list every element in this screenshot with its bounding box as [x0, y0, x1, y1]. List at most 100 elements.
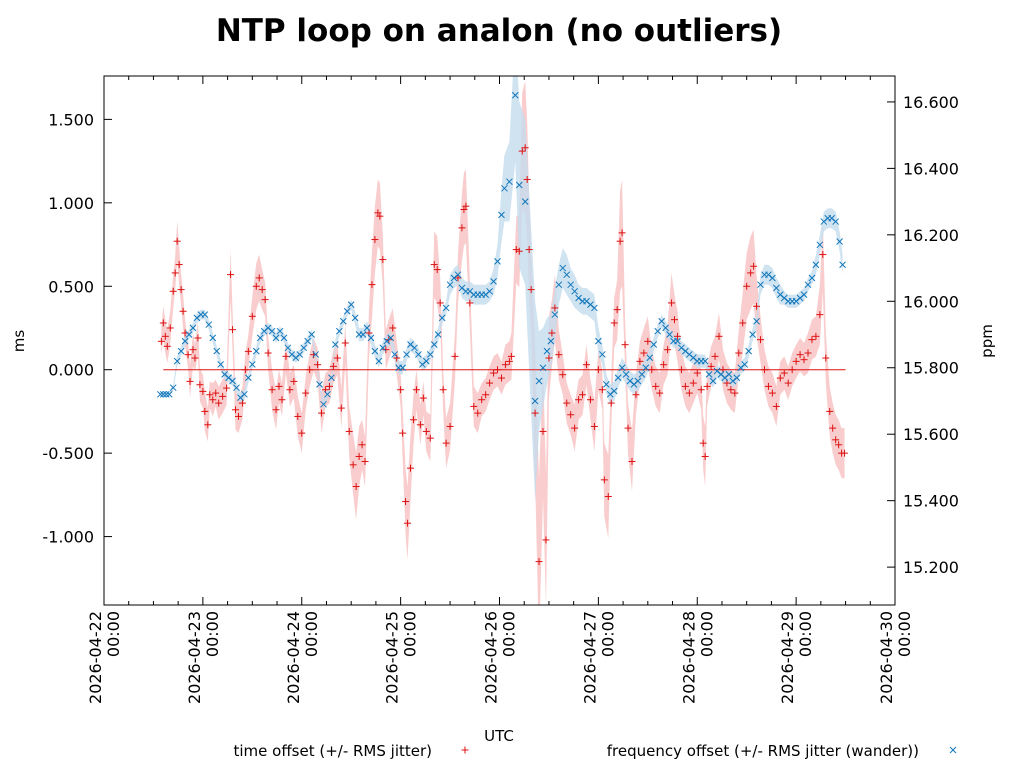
frequency-offset-point [157, 390, 164, 398]
frequency-offset-point [674, 337, 681, 345]
time-offset-point [497, 374, 505, 382]
x-tick-label: 2026-04-30 00:00 [877, 611, 914, 704]
time-offset-point [618, 229, 626, 237]
frequency-offset-point [159, 390, 167, 398]
time-offset-point [194, 334, 202, 342]
time-offset-point [393, 354, 401, 362]
time-offset-point [412, 386, 420, 394]
frequency-offset-point [646, 354, 654, 362]
frequency-offset-point [442, 304, 450, 312]
frequency-offset-point [490, 277, 497, 285]
x-tick-label: 2026-04-23 00:00 [185, 611, 222, 704]
time-offset-point [232, 406, 240, 414]
frequency-offset-point [598, 351, 606, 358]
time-offset-point [575, 396, 583, 404]
frequency-offset-point [709, 377, 717, 385]
y-tick-label: 1.000 [48, 194, 94, 213]
frequency-offset-point [658, 317, 666, 325]
frequency-offset-point [351, 314, 359, 322]
time-offset-point [204, 421, 212, 429]
svg-text:00:00: 00:00 [104, 611, 123, 657]
time-offset-point [409, 416, 417, 424]
time-offset-point [673, 332, 681, 340]
svg-text:00:00: 00:00 [598, 611, 617, 657]
time-offset-point [478, 396, 486, 404]
x-axis-label: UTC [484, 727, 514, 745]
time-offset-point [171, 269, 179, 277]
frequency-offset-point [213, 347, 221, 355]
time-offset-point [579, 391, 587, 399]
frequency-offset-point [547, 337, 555, 345]
frequency-offset-point [539, 364, 547, 372]
frequency-offset-point [181, 337, 189, 345]
time-offset-point [382, 346, 390, 354]
time-offset-point [234, 412, 242, 420]
time-offset-point [594, 366, 602, 374]
frequency-offset-point [753, 317, 760, 325]
time-offset-point [345, 427, 353, 435]
time-offset-point [490, 369, 498, 377]
time-offset-point [355, 452, 363, 460]
time-offset-point [379, 256, 387, 264]
time-offset-point [227, 271, 235, 279]
time-offset-point [166, 324, 174, 332]
frequency-offset-point [308, 331, 315, 338]
svg-text:2026-04-25: 2026-04-25 [383, 611, 402, 704]
frequency-offset-point [498, 211, 505, 219]
frequency-offset-point [501, 184, 508, 192]
frequency-offset-point [804, 281, 812, 289]
time-offset-point [699, 439, 707, 447]
frequency-offset-point [494, 258, 501, 265]
time-offset-point [826, 407, 834, 415]
frequency-offset-point [363, 324, 371, 332]
legend-marker-time-offset [461, 746, 469, 754]
time-offset-point [743, 282, 751, 290]
frequency-offset-point [634, 377, 642, 385]
time-offset-point [268, 386, 276, 394]
x-tick-label: 2026-04-27 00:00 [580, 611, 617, 704]
time-offset-point [835, 441, 843, 449]
frequency-offset-point [808, 274, 816, 282]
x-tick-label: 2026-04-25 00:00 [383, 611, 420, 704]
time-offset-point [446, 422, 454, 430]
frequency-offset-point [339, 317, 347, 325]
frequency-offset-point [411, 344, 418, 352]
frequency-offset-point [229, 377, 236, 385]
time-offset-point [512, 246, 520, 254]
time-offset-point [563, 399, 571, 407]
svg-text:00:00: 00:00 [697, 611, 716, 657]
time-offset-point [368, 281, 376, 289]
time-offset-point [542, 536, 550, 544]
y2-tick-label: 15.600 [903, 425, 959, 444]
time-offset-point [668, 299, 676, 307]
frequency-offset-point [832, 218, 840, 225]
time-offset-point [282, 352, 290, 360]
frequency-offset-point [248, 361, 256, 368]
time-offset-point [238, 399, 246, 407]
time-offset-point [341, 339, 349, 347]
time-offset-point [159, 319, 167, 327]
frequency-offset-point [343, 307, 351, 315]
time-offset-point [739, 319, 747, 327]
frequency-offset-point [741, 361, 749, 368]
time-offset-point [261, 296, 269, 304]
frequency-offset-point [324, 390, 331, 398]
data-points [157, 91, 849, 566]
frequency-offset-point [701, 357, 709, 365]
frequency-offset-point [757, 281, 764, 289]
frequency-offset-point [745, 347, 753, 355]
time-offset-point [318, 409, 326, 417]
frequency-offset-point [511, 91, 519, 99]
frequency-offset-point [614, 374, 622, 382]
frequency-offset-point [371, 347, 379, 355]
plot-frame [103, 75, 896, 606]
frequency-offset-point [563, 271, 571, 279]
time-offset-point [458, 224, 466, 232]
time-offset-point [436, 299, 444, 307]
time-offset-point [703, 382, 711, 390]
x-tick-label: 2026-04-29 00:00 [778, 611, 815, 704]
time-offset-point [219, 392, 227, 400]
time-offset-point [583, 361, 591, 369]
time-offset-point [531, 409, 539, 417]
